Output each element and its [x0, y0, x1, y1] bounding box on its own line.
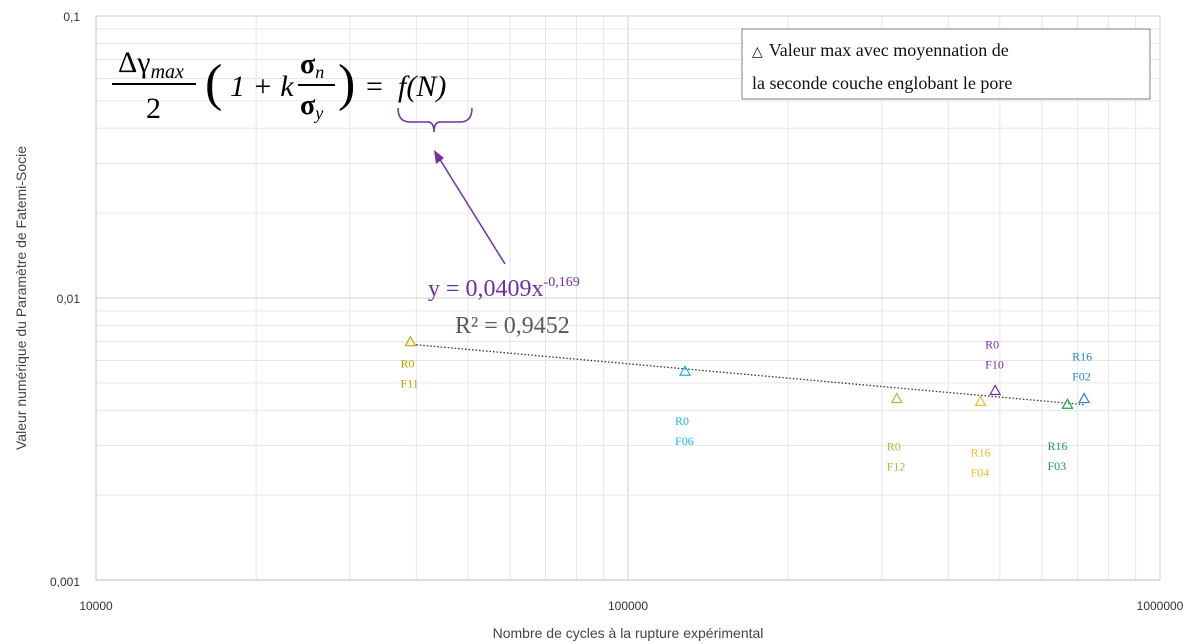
data-point-marker — [404, 335, 417, 347]
point-label-line-2: F02 — [1072, 370, 1091, 384]
data-point-marker — [989, 384, 1002, 396]
formula-sigma-n: σn — [300, 49, 324, 82]
trend-equation-prefix: y = 0,0409x — [428, 276, 544, 302]
data-point-marker — [1078, 392, 1091, 404]
trend-equation-exponent: -0,169 — [544, 275, 580, 290]
point-label-line-1: R0 — [400, 357, 414, 371]
formula-sigma-y: σy — [300, 90, 323, 123]
data-points — [404, 335, 1091, 409]
legend: △ Valeur max avec moyennation de la secon… — [741, 28, 1151, 100]
legend-text-1: Valeur max avec moyennation de — [769, 40, 1009, 60]
point-label-line-1: R0 — [985, 337, 999, 351]
r-squared: R² = 0,9452 — [455, 313, 570, 339]
y-tick-label: 0,01 — [57, 292, 81, 306]
point-label-line-1: R0 — [887, 440, 901, 454]
point-label-line-1: R16 — [971, 445, 991, 459]
point-label-line-2: F12 — [887, 460, 906, 474]
x-axis-title: Nombre de cycles à la rupture expériment… — [493, 625, 764, 641]
point-labels: R0 F11 R0 F06 R0 F12 R16 F04 R0 F10 R16 F03 R16 F02 — [400, 337, 1092, 479]
point-label-line-1: R16 — [1072, 350, 1092, 364]
formula-sigma-n-symbol: σ — [300, 49, 316, 80]
point-label-line-1: R0 — [675, 414, 689, 428]
point-label-line-1: R16 — [1047, 439, 1067, 453]
formula-open-paren: ( — [205, 55, 222, 112]
annotation-arrowhead — [434, 150, 444, 164]
point-label-line-2: F04 — [971, 465, 990, 479]
point-label-line-2: F03 — [1047, 459, 1066, 473]
formula-sigma-y-symbol: σ — [300, 90, 316, 121]
x-tick-labels: 10000 100000 1000000 — [79, 599, 1183, 613]
formula-one-plus-k: 1 + k — [230, 70, 294, 103]
formula-equals: = — [366, 70, 383, 103]
legend-box — [741, 28, 1151, 100]
axes — [95, 16, 1160, 581]
annotation-arrow-line — [438, 157, 506, 265]
y-tick-labels: 0,1 0,01 0,001 — [50, 10, 80, 589]
y-tick-label: 0,001 — [50, 575, 80, 589]
formula-denominator: 2 — [146, 92, 161, 125]
data-point-marker — [974, 395, 987, 406]
formula-brace — [397, 107, 473, 133]
data-point-marker — [1061, 398, 1074, 409]
trendline-path — [416, 344, 1085, 406]
data-point-marker — [890, 392, 903, 404]
y-tick-label: 0,1 — [63, 10, 80, 24]
data-point-marker — [679, 364, 692, 376]
point-label-line-2: F11 — [400, 377, 418, 391]
formula-max-sub: max — [151, 61, 184, 83]
formula-delta-gamma: Δγ — [118, 46, 151, 79]
gridlines — [95, 15, 1161, 581]
x-tick-label: 10000 — [79, 599, 113, 613]
legend-line-2: la seconde couche englobant le pore — [752, 73, 1012, 93]
point-label-line-2: F06 — [675, 434, 694, 448]
legend-marker: △ — [752, 45, 763, 60]
formula-numerator: Δγmax — [118, 46, 184, 83]
annotation-arrow — [434, 150, 506, 265]
fatemi-socie-formula: Δγmax 2 ( 1 + k σn σy ) = f(N) — [112, 46, 473, 133]
y-axis-title: Valeur numérique du Paramètre de Fatemi-… — [13, 146, 29, 450]
formula-sigma-n-sub: n — [315, 62, 324, 82]
formula-close-paren: ) — [338, 55, 355, 112]
legend-line-1: △ Valeur max avec moyennation de — [752, 40, 1009, 60]
formula-sigma-y-sub: y — [313, 103, 323, 123]
trend-equation: y = 0,0409x-0,169 — [428, 275, 580, 302]
trendline — [416, 344, 1085, 406]
x-tick-label: 100000 — [608, 599, 648, 613]
x-tick-label: 1000000 — [1137, 599, 1184, 613]
point-label-line-2: F10 — [985, 357, 1004, 371]
formula-f-of-n: f(N) — [398, 70, 446, 103]
